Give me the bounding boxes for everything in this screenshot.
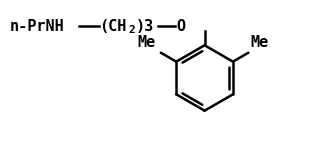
Text: (CH: (CH [100,19,127,34]
Text: O: O [177,19,186,34]
Text: 2: 2 [128,25,135,35]
Text: )3: )3 [135,19,153,34]
Text: n-PrNH: n-PrNH [9,19,64,34]
Text: Me: Me [250,35,269,50]
Text: Me: Me [138,35,156,50]
